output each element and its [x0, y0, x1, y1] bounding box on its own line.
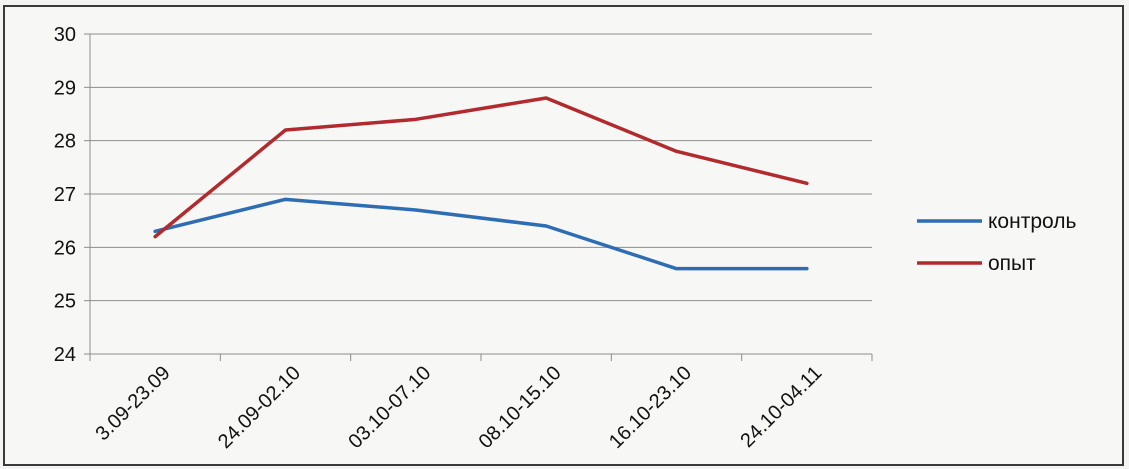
data-point: [414, 208, 418, 212]
legend-label: опыт: [988, 252, 1036, 275]
y-tick-label: 29: [54, 77, 76, 99]
x-tick-label: 24.09-02.10: [214, 362, 305, 453]
data-point: [153, 229, 157, 233]
y-tick-label: 25: [54, 291, 76, 313]
series-line-0: [153, 197, 809, 271]
data-point: [805, 267, 809, 271]
data-point: [805, 181, 809, 185]
y-tick-label: 28: [54, 131, 76, 153]
data-point: [153, 235, 157, 239]
y-tick-label: 26: [54, 237, 76, 259]
x-tick-label: 08.10-15.10: [475, 362, 566, 453]
data-point: [414, 117, 418, 121]
data-point: [544, 224, 548, 228]
series-line-1: [153, 96, 809, 239]
legend-label: контроль: [988, 210, 1076, 233]
y-tick-label: 30: [54, 24, 76, 46]
x-tick-label: 16.10-23.10: [605, 362, 696, 453]
x-tick-label: 3.09-23.09: [92, 362, 175, 445]
y-tick-label: 27: [54, 184, 76, 206]
x-tick-label: 03.10-07.10: [344, 362, 435, 453]
data-point: [675, 149, 678, 153]
y-tick-label: 24: [54, 344, 76, 366]
data-point: [675, 267, 678, 271]
x-tick-label: 24.10-04.11: [736, 362, 826, 452]
data-point: [284, 128, 287, 132]
data-point: [544, 96, 548, 100]
data-point: [284, 197, 287, 201]
chart-frame: [3, 5, 1124, 466]
